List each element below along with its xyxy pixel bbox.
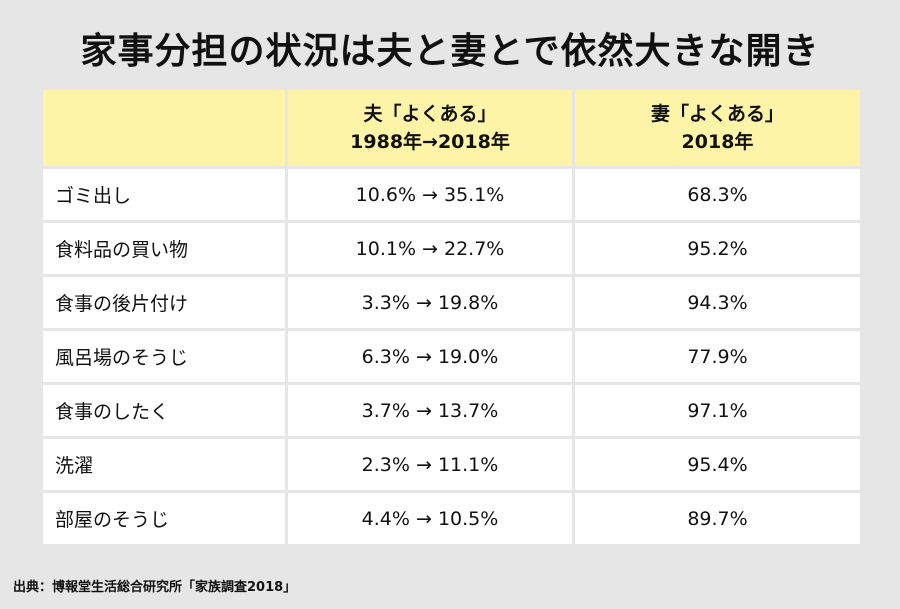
header-row: 夫「よくある」 1988年→2018年 妻「よくある」 2018年 [40, 87, 863, 169]
row-husband-value: 6.3% → 19.0% [285, 328, 575, 385]
row-husband-value: 2.3% → 11.1% [285, 436, 575, 493]
source-note: 出典：博報堂生活総合研究所「家族調査2018」 [13, 580, 297, 595]
row-item-label: 洗濯 [40, 436, 288, 493]
table-row: 食事のしたく 3.7% → 13.7% 97.1% [40, 382, 863, 439]
row-wife-value: 94.3% [572, 274, 863, 331]
row-wife-value: 68.3% [572, 166, 863, 223]
table-row: 食事の後片付け 3.3% → 19.8% 94.3% [40, 274, 863, 331]
row-item-label: 食料品の買い物 [40, 220, 288, 277]
row-husband-value: 10.6% → 35.1% [285, 166, 575, 223]
table-row: 洗濯 2.3% → 11.1% 95.4% [40, 436, 863, 493]
row-item-label: 食事のしたく [40, 382, 288, 439]
row-wife-value: 77.9% [572, 328, 863, 385]
row-wife-value: 95.4% [572, 436, 863, 493]
row-wife-value: 89.7% [572, 490, 863, 547]
table-body: ゴミ出し 10.6% → 35.1% 68.3% 食料品の買い物 10.1% → 22.… [40, 166, 863, 547]
page-title: 家事分担の状況は夫と妻とで依然大きな開き [80, 31, 820, 72]
row-husband-value: 10.1% → 22.7% [285, 220, 575, 277]
header-wife-label: 妻「よくある」 2018年 [650, 103, 784, 153]
header-wife: 妻「よくある」 2018年 [572, 87, 863, 169]
table-row: 風呂場のそうじ 6.3% → 19.0% 77.9% [40, 328, 863, 385]
row-item-label: ゴミ出し [40, 166, 288, 223]
row-husband-value: 4.4% → 10.5% [285, 490, 575, 547]
row-husband-value: 3.7% → 13.7% [285, 382, 575, 439]
row-item-label: 食事の後片付け [40, 274, 288, 331]
row-wife-value: 97.1% [572, 382, 863, 439]
header-item [40, 87, 288, 169]
row-wife-value: 95.2% [572, 220, 863, 277]
header-husband-label: 夫「よくある」 1988年→2018年 [350, 103, 510, 153]
row-item-label: 風呂場のそうじ [40, 328, 288, 385]
table-row: 食料品の買い物 10.1% → 22.7% 95.2% [40, 220, 863, 277]
table-row: 部屋のそうじ 4.4% → 10.5% 89.7% [40, 490, 863, 547]
row-item-label: 部屋のそうじ [40, 490, 288, 547]
comparison-table: 夫「よくある」 1988年→2018年 妻「よくある」 2018年 ゴミ出し 10.6… [40, 87, 863, 547]
header-husband: 夫「よくある」 1988年→2018年 [285, 87, 575, 169]
row-husband-value: 3.3% → 19.8% [285, 274, 575, 331]
table-row: ゴミ出し 10.6% → 35.1% 68.3% [40, 166, 863, 223]
